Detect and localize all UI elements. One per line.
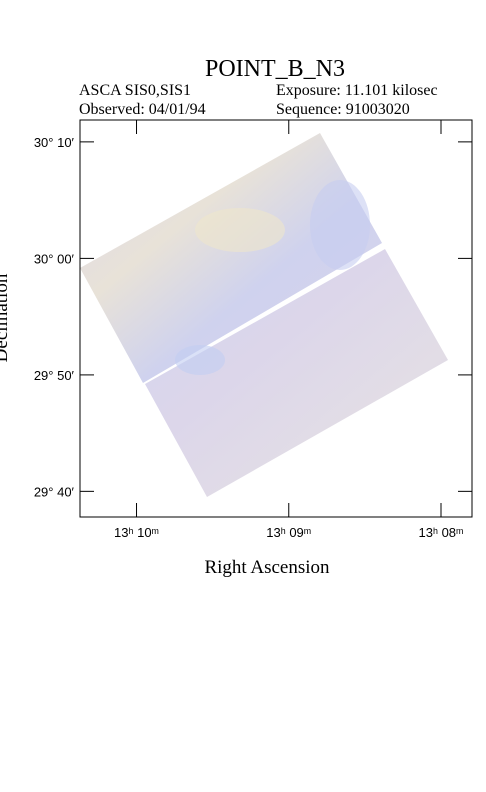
annotation: Observed: 04/01/94 [79, 101, 206, 118]
y-tick-label: 29° 40′ [34, 484, 75, 499]
y-tick-label: 30° 10′ [34, 135, 75, 150]
chart-title: POINT_B_N3 [205, 56, 345, 82]
y-tick-label: 30° 00′ [34, 251, 75, 266]
image-strip [80, 133, 382, 383]
x-tick-label: 13ʰ 09ᵐ [266, 525, 311, 540]
plot-frame [79, 119, 473, 518]
x-tick-label: 13ʰ 10ᵐ [114, 525, 159, 540]
y-tick-label: 29° 50′ [34, 368, 75, 383]
annotation: ASCA SIS0,SIS1 [79, 82, 191, 99]
x-tick-label: 13ʰ 08ᵐ [419, 525, 464, 540]
image-blob [195, 208, 285, 252]
image-blob [310, 180, 370, 270]
x-axis-label: Right Ascension [204, 557, 330, 578]
image [80, 133, 448, 497]
image-blob [175, 345, 225, 375]
image-strip [145, 249, 448, 497]
annotation: Exposure: 11.101 kilosec [276, 82, 438, 99]
annotation: Sequence: 91003020 [276, 101, 410, 118]
y-axis-label: Declination [0, 273, 12, 362]
